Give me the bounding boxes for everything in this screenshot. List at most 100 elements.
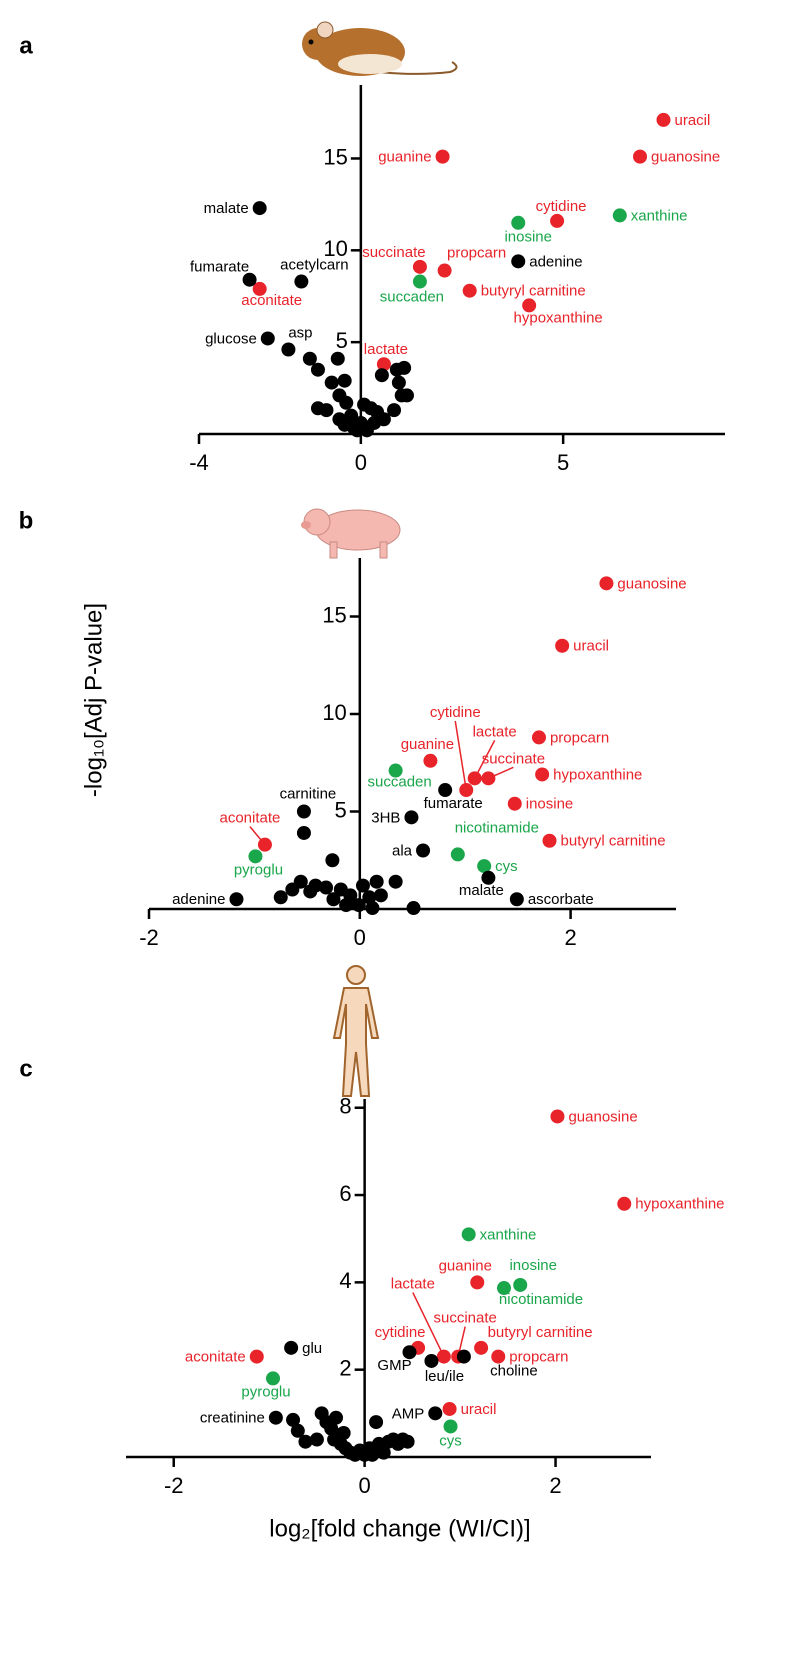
data-point — [423, 753, 438, 768]
data-point — [337, 417, 352, 432]
leader-line — [412, 1292, 445, 1357]
point-label: ascorbate — [528, 891, 594, 908]
data-point — [357, 397, 372, 412]
point-label: propcarn — [447, 244, 506, 261]
x-tick-label: -2 — [139, 925, 159, 950]
data-point — [273, 890, 288, 905]
panel-label: b — [19, 507, 34, 534]
point-label: fumarate — [424, 795, 483, 812]
y-tick-label: 5 — [336, 328, 348, 353]
point-label: aconitate — [241, 292, 302, 309]
point-label: ala — [392, 842, 413, 859]
point-label: succaden — [380, 289, 444, 306]
data-point — [373, 888, 388, 903]
data-point — [310, 362, 325, 377]
point-label: 3HB — [371, 809, 400, 826]
x-tick-label: 5 — [557, 450, 569, 475]
data-point — [497, 1281, 511, 1296]
panel-label: c — [19, 1055, 32, 1082]
leader-line — [474, 740, 496, 779]
data-point — [365, 901, 380, 916]
point-label: cys — [439, 1432, 462, 1449]
data-point — [284, 1340, 299, 1355]
data-point — [400, 1434, 415, 1449]
point-label: uracil — [461, 1401, 497, 1418]
x-axis-title: log₂[fold change (WI/CI)] — [269, 1515, 530, 1542]
point-label: butyryl carnitine — [488, 1324, 593, 1341]
point-label: leu/ile — [425, 1368, 464, 1385]
x-tick-label: -4 — [189, 450, 209, 475]
point-label: lactate — [364, 341, 408, 358]
point-label: adenine — [529, 253, 582, 270]
data-point — [266, 1371, 280, 1386]
point-label: aconitate — [219, 810, 280, 827]
y-tick-label: 15 — [323, 144, 347, 169]
data-point — [325, 853, 340, 868]
data-point — [391, 375, 406, 390]
point-label: asp — [288, 324, 312, 341]
data-point — [296, 804, 311, 819]
data-point — [443, 1419, 458, 1434]
data-point — [474, 1340, 489, 1355]
data-point — [387, 403, 402, 418]
point-label: creatinine — [200, 1410, 265, 1427]
data-point — [416, 843, 431, 858]
data-point — [412, 274, 427, 289]
data-point — [339, 395, 354, 410]
data-point — [555, 638, 570, 653]
point-label: guanosine — [617, 575, 686, 592]
data-point — [351, 898, 366, 913]
point-label: cys — [495, 858, 518, 875]
point-label: AMP — [392, 1405, 425, 1422]
data-point — [397, 360, 412, 375]
data-point — [522, 298, 537, 313]
data-point — [402, 1345, 417, 1360]
y-tick-label: 8 — [339, 1094, 351, 1119]
data-point — [388, 763, 403, 778]
data-point — [369, 1415, 384, 1430]
point-label: butyryl carnitine — [561, 833, 666, 850]
point-label: guanosine — [568, 1108, 637, 1125]
data-point — [481, 870, 496, 885]
data-point — [369, 874, 384, 889]
data-point — [388, 874, 403, 889]
point-label: pyroglu — [241, 1383, 290, 1400]
data-point — [617, 1196, 632, 1211]
data-point — [376, 357, 391, 372]
data-point — [438, 783, 453, 798]
data-point — [437, 263, 452, 278]
data-point — [249, 1349, 264, 1364]
data-point — [424, 1353, 439, 1368]
point-label: carnitine — [280, 785, 337, 802]
data-point — [252, 281, 267, 296]
data-point — [268, 1410, 283, 1425]
data-point — [298, 1434, 313, 1449]
data-point — [293, 874, 308, 889]
data-point — [428, 1406, 443, 1421]
point-label: glucose — [205, 330, 257, 347]
data-point — [442, 1401, 457, 1416]
data-point — [296, 825, 311, 840]
data-point — [542, 833, 557, 848]
data-point — [481, 771, 496, 786]
data-point — [290, 1423, 305, 1438]
data-point — [242, 272, 257, 287]
point-label: uracil — [674, 112, 710, 129]
data-point — [337, 373, 352, 388]
point-label: cytidine — [536, 198, 587, 215]
point-label: cytidine — [430, 704, 481, 721]
point-label: aconitate — [185, 1349, 246, 1366]
data-point — [470, 1275, 485, 1290]
data-point — [248, 849, 263, 864]
data-point — [461, 1227, 476, 1242]
data-point — [450, 847, 465, 862]
point-label: acetylcarn — [280, 257, 348, 274]
human-icon — [332, 965, 380, 1097]
data-point — [319, 403, 334, 418]
point-label: xanthine — [631, 207, 688, 224]
data-point — [531, 730, 546, 745]
data-point — [260, 331, 275, 346]
y-tick-label: 4 — [339, 1268, 351, 1293]
data-point — [326, 892, 341, 907]
